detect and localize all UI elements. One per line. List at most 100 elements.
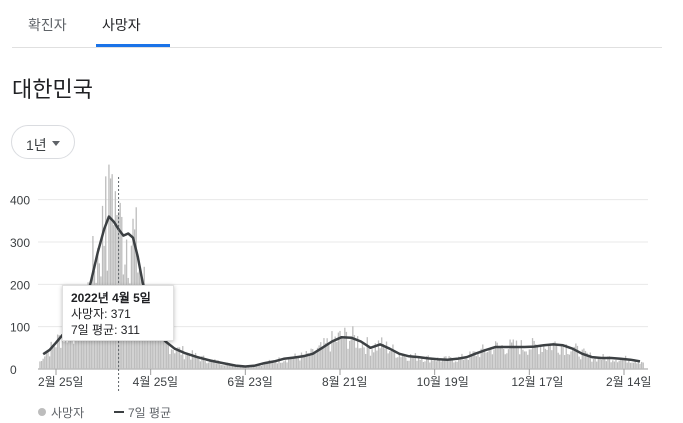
daily-death-bar <box>217 360 219 369</box>
daily-death-bar <box>631 362 633 369</box>
daily-death-bar <box>64 328 67 369</box>
daily-death-bar <box>453 362 455 369</box>
daily-death-bar <box>40 361 43 369</box>
daily-death-bar <box>554 341 556 369</box>
daily-death-bar <box>220 365 222 369</box>
daily-death-bar <box>483 348 486 369</box>
daily-death-bar <box>618 360 620 369</box>
daily-death-bar <box>506 353 508 369</box>
daily-death-bar <box>320 342 322 369</box>
daily-death-bar <box>158 321 160 369</box>
daily-death-bar <box>263 363 266 369</box>
daily-death-bar <box>230 365 232 369</box>
daily-death-bar <box>108 164 110 369</box>
daily-death-bar <box>63 341 65 369</box>
x-tick-label: 2월 14일 <box>606 375 651 389</box>
daily-death-bar <box>528 349 530 369</box>
daily-death-bar <box>496 342 498 369</box>
daily-death-bar <box>371 349 373 369</box>
region-title: 대한민국 <box>12 77 93 102</box>
daily-death-bar <box>44 356 46 369</box>
daily-death-bar <box>624 355 627 369</box>
daily-death-bar <box>450 357 452 369</box>
daily-death-bar <box>373 352 375 369</box>
tab-deaths[interactable]: 사망자 <box>102 17 141 33</box>
daily-death-bar <box>583 348 585 369</box>
daily-death-bar <box>227 362 229 369</box>
daily-death-bar <box>291 358 293 369</box>
daily-death-bar <box>451 359 453 369</box>
daily-death-bar <box>302 354 304 369</box>
daily-death-bar <box>522 349 524 369</box>
daily-death-bar <box>511 342 513 369</box>
daily-death-bar <box>233 366 235 369</box>
daily-death-bar <box>321 347 323 369</box>
daily-death-bar <box>312 349 314 369</box>
daily-death-bar <box>393 350 396 369</box>
daily-death-bar <box>563 355 566 369</box>
daily-death-bar <box>541 351 543 369</box>
daily-death-bar <box>576 345 579 369</box>
daily-death-bar <box>164 335 166 369</box>
daily-death-bar <box>599 359 601 369</box>
daily-death-bar <box>437 357 439 369</box>
daily-death-bar <box>186 352 189 369</box>
daily-death-bar <box>296 356 298 369</box>
daily-death-bar <box>66 342 68 369</box>
daily-death-bar <box>573 346 575 369</box>
daily-death-bar <box>154 333 157 369</box>
daily-death-bar <box>336 341 338 369</box>
caret-down-icon <box>52 141 60 146</box>
daily-death-bar <box>74 314 76 369</box>
daily-death-bar <box>440 361 442 369</box>
daily-death-bar <box>376 350 378 369</box>
y-tick-label: 400 <box>10 194 30 208</box>
daily-death-bar <box>153 335 155 369</box>
daily-death-bar <box>316 347 319 369</box>
daily-death-bar <box>547 344 550 369</box>
daily-death-bar <box>389 351 391 369</box>
period-dropdown[interactable]: 1년 <box>11 125 75 159</box>
y-tick-label: 100 <box>10 321 30 335</box>
daily-death-bar <box>623 358 625 369</box>
daily-death-bar <box>339 330 341 369</box>
daily-death-bar <box>239 366 242 369</box>
daily-death-bar <box>494 341 497 369</box>
tab-cases[interactable]: 확진자 <box>28 17 67 33</box>
daily-death-bar <box>174 353 176 369</box>
x-tick-label: 12월 17일 <box>511 375 563 389</box>
daily-death-bar <box>621 358 624 369</box>
daily-death-bar <box>501 345 503 369</box>
daily-death-bar <box>292 357 295 369</box>
daily-death-bar <box>199 361 202 369</box>
daily-death-bar <box>398 353 401 369</box>
daily-death-bar <box>555 344 558 369</box>
daily-death-bar <box>637 362 640 369</box>
daily-death-bar <box>194 352 197 369</box>
daily-death-bar <box>435 361 437 369</box>
legend-bar-label: 사망자 <box>51 406 85 420</box>
daily-death-bar <box>114 191 117 369</box>
daily-death-bar <box>318 345 320 369</box>
daily-death-bar <box>596 361 598 369</box>
daily-death-bar <box>39 361 41 369</box>
daily-death-bar <box>286 362 288 369</box>
daily-death-bar <box>514 347 516 369</box>
x-tick-label: 6월 23일 <box>227 375 272 389</box>
daily-death-bar <box>178 347 181 369</box>
daily-death-bar <box>425 356 428 369</box>
daily-death-bar <box>472 351 474 369</box>
daily-death-bar <box>562 346 564 369</box>
daily-death-bar <box>363 347 365 369</box>
y-tick-label: 200 <box>10 278 30 292</box>
daily-death-bar <box>499 346 502 369</box>
daily-death-bar <box>162 329 165 369</box>
daily-death-bar <box>406 360 409 369</box>
daily-death-bar <box>214 359 216 369</box>
daily-death-bar <box>337 332 340 369</box>
daily-death-bar <box>326 338 328 369</box>
daily-death-bar <box>271 360 274 369</box>
daily-death-bar <box>421 358 423 369</box>
daily-death-bar <box>72 343 75 369</box>
daily-death-bar <box>591 361 593 369</box>
